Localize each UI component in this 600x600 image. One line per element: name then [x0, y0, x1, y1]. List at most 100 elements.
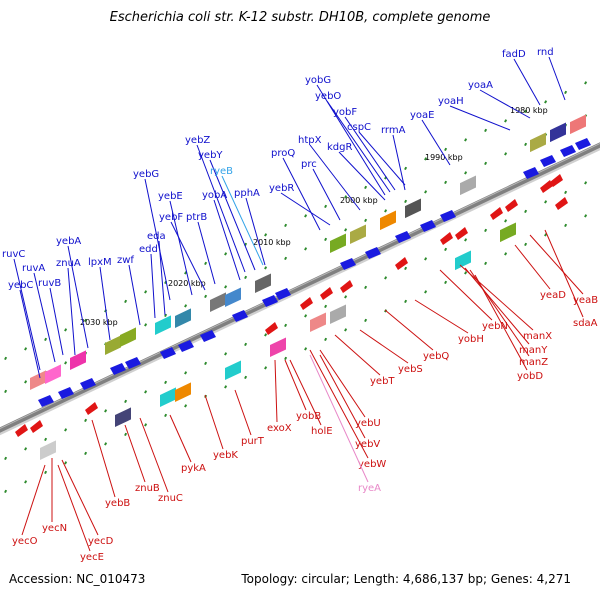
- reverse-gene-label: yebV: [355, 439, 380, 450]
- tick-mark-forward: [424, 190, 428, 194]
- reverse-gene-arrow: [85, 402, 98, 415]
- tick-mark-reverse-outer: [524, 242, 528, 247]
- tick-mark-reverse-outer: [64, 461, 68, 465]
- forward-gene-label: yebF: [159, 212, 183, 223]
- gene-block: [570, 114, 586, 135]
- scale-label: 1980 kbp: [510, 106, 548, 115]
- tick-mark-reverse: [584, 181, 588, 185]
- reverse-gene-arrow: [550, 174, 563, 187]
- forward-gene-arrow: [365, 247, 381, 259]
- gene-leader-line: [150, 253, 156, 319]
- gene-leader-line: [529, 234, 584, 295]
- tick-mark-reverse-outer: [464, 271, 468, 275]
- gene-leader-line: [344, 116, 396, 191]
- gene-block: [330, 233, 346, 254]
- tick-mark-reverse-outer: [504, 252, 508, 256]
- gene-block: [105, 335, 121, 356]
- forward-gene-label: edd: [139, 244, 158, 255]
- tick-mark-reverse: [144, 390, 148, 394]
- forward-gene-arrow: [80, 378, 96, 390]
- gene-leader-line: [384, 309, 434, 351]
- forward-gene-arrow: [160, 347, 176, 359]
- tick-mark-forward-outer: [404, 166, 408, 171]
- gene-block: [45, 364, 61, 385]
- forward-gene-label: rrmA: [381, 125, 406, 136]
- gene-leader-line: [245, 197, 266, 266]
- tick-mark-reverse-outer: [124, 432, 128, 437]
- gene-block: [160, 387, 176, 408]
- tick-mark-forward: [24, 380, 28, 384]
- gene-leader-line: [548, 56, 566, 101]
- gene-leader-line: [464, 267, 530, 345]
- gene-leader-line: [280, 192, 331, 226]
- gene-block: [225, 360, 241, 381]
- gene-leader-line: [284, 359, 307, 411]
- tick-mark-reverse-outer: [564, 223, 568, 228]
- tick-mark-reverse: [224, 352, 228, 356]
- reverse-gene-arrow: [540, 180, 553, 193]
- tick-mark-forward: [344, 228, 348, 232]
- tick-mark-reverse-outer: [544, 233, 548, 237]
- forward-gene-arrow: [340, 258, 356, 270]
- gene-leader-line: [57, 464, 91, 552]
- reverse-gene-arrow: [555, 197, 568, 210]
- tick-mark-reverse-outer: [344, 328, 348, 332]
- tick-mark-reverse: [524, 209, 528, 214]
- reverse-gene-label: yeaB: [573, 295, 598, 306]
- gene-leader-line: [289, 359, 322, 426]
- tick-mark-reverse-outer: [424, 290, 428, 294]
- tick-mark-reverse-outer: [444, 280, 448, 285]
- gene-block: [270, 337, 286, 358]
- reverse-gene-label: yecE: [80, 552, 104, 563]
- tick-mark-forward: [404, 199, 408, 204]
- tick-mark-reverse: [44, 437, 48, 442]
- forward-gene-label: fadD: [502, 49, 526, 60]
- gene-leader-line: [479, 89, 531, 119]
- tick-mark-reverse: [404, 266, 408, 271]
- tick-mark-forward: [64, 361, 68, 365]
- tick-mark-forward-outer: [184, 271, 188, 275]
- tick-mark-reverse-outer: [264, 366, 268, 370]
- forward-gene-label: yebY: [198, 150, 223, 161]
- tick-mark-forward: [384, 209, 388, 213]
- tick-mark-reverse: [284, 323, 288, 328]
- tick-mark-reverse-outer: [224, 385, 228, 389]
- tick-mark-forward-outer: [64, 328, 68, 332]
- tick-mark-forward-outer: [584, 81, 588, 85]
- reverse-gene-arrow: [505, 199, 518, 212]
- tick-mark-reverse-outer: [164, 413, 168, 418]
- accession-label: Accession: NC_010473: [9, 572, 146, 586]
- reverse-gene-arrow: [440, 232, 453, 245]
- tick-mark-reverse: [124, 399, 128, 404]
- gene-block: [330, 304, 346, 325]
- tick-mark-reverse: [24, 447, 28, 451]
- gene-leader-line: [124, 424, 146, 483]
- gene-leader-line: [338, 151, 386, 201]
- gene-block: [310, 312, 326, 333]
- tick-mark-reverse: [344, 295, 348, 299]
- backbone-shadow: [0, 145, 600, 436]
- reverse-gene-label: yeaD: [540, 290, 566, 301]
- forward-gene-label: zwf: [117, 255, 134, 266]
- reverse-gene-arrow: [30, 420, 43, 433]
- forward-gene-arrow: [440, 210, 456, 222]
- gene-leader-line: [326, 100, 391, 193]
- forward-gene-arrow: [262, 295, 278, 307]
- gene-leader-line: [144, 178, 171, 301]
- gene-leader-line: [513, 58, 541, 106]
- gene-leader-line: [309, 354, 369, 483]
- tick-mark-reverse: [504, 219, 508, 223]
- gene-leader-line: [67, 267, 76, 356]
- gene-leader-line: [128, 264, 141, 326]
- gene-leader-line: [19, 289, 41, 379]
- tick-mark-forward: [524, 142, 528, 147]
- forward-gene-label: prc: [301, 159, 317, 170]
- tick-mark-forward-outer: [4, 356, 8, 361]
- gene-leader-line: [274, 359, 278, 423]
- gene-block: [40, 440, 56, 461]
- tick-mark-reverse-outer: [304, 347, 308, 351]
- reverse-gene-label: yecD: [88, 536, 114, 547]
- forward-gene-arrow: [395, 231, 411, 243]
- tick-mark-forward: [244, 275, 248, 280]
- forward-gene-label: eda: [147, 231, 166, 242]
